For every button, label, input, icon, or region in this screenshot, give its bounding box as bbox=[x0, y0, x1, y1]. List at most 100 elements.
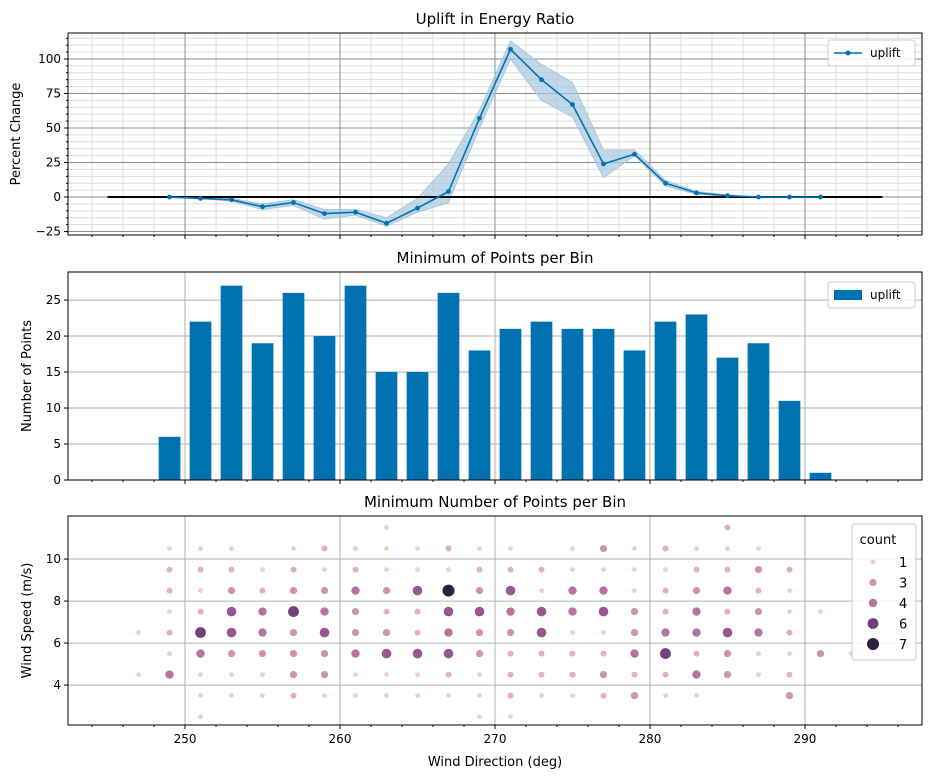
legend-marker bbox=[867, 618, 879, 629]
subplot-title: Minimum Number of Points per Bin bbox=[364, 493, 626, 511]
scatter-point bbox=[260, 567, 265, 572]
scatter-point bbox=[723, 586, 732, 595]
scatter-point bbox=[538, 671, 545, 678]
bar bbox=[344, 285, 367, 480]
y-axis-label: Percent Change bbox=[9, 83, 24, 186]
scatter-point bbox=[258, 607, 267, 616]
y-tick-label: 5 bbox=[53, 437, 61, 451]
scatter-point bbox=[536, 627, 547, 638]
legend-frame bbox=[827, 281, 916, 309]
scatter-point bbox=[507, 566, 514, 573]
scatter-point bbox=[320, 670, 329, 679]
scatter-point bbox=[353, 672, 358, 677]
scatter-point bbox=[477, 546, 482, 551]
bar bbox=[685, 314, 708, 480]
scatter-point bbox=[414, 629, 421, 636]
scatter-point bbox=[415, 672, 420, 677]
scatter-point bbox=[536, 606, 547, 617]
y-tick-label: 0 bbox=[53, 473, 61, 487]
scatter-point bbox=[692, 607, 701, 616]
scatter-point bbox=[446, 567, 451, 572]
scatter-point bbox=[754, 565, 763, 574]
uplift-point bbox=[415, 205, 420, 211]
scatter-point bbox=[445, 671, 452, 678]
scatter-point bbox=[662, 671, 669, 678]
bar bbox=[189, 321, 212, 480]
scatter-point bbox=[508, 546, 513, 551]
scatter-point bbox=[477, 672, 482, 677]
scatter-point bbox=[229, 693, 234, 698]
scatter-point bbox=[320, 649, 329, 658]
uplift-point bbox=[663, 180, 668, 186]
legend: uplift bbox=[827, 281, 916, 309]
scatter-point bbox=[631, 671, 638, 678]
scatter-point bbox=[539, 693, 544, 698]
scatter-point bbox=[229, 546, 234, 551]
scatter-point bbox=[476, 566, 483, 573]
uplift-point bbox=[725, 193, 730, 199]
scatter-point bbox=[351, 628, 360, 637]
scatter-point bbox=[351, 607, 360, 616]
scatter-point bbox=[725, 546, 730, 551]
subplot-2: 0 5 10 15 20 25 uplift Minimum of Points per Bi… bbox=[20, 249, 923, 487]
scatter-point bbox=[506, 628, 515, 637]
x-tick-label: 250 bbox=[174, 732, 197, 746]
confidence-band bbox=[169, 40, 821, 227]
scatter-point bbox=[692, 586, 701, 595]
x-tick-label: 290 bbox=[794, 732, 817, 746]
uplift-point bbox=[353, 209, 358, 215]
uplift-point bbox=[570, 102, 575, 107]
bar bbox=[282, 292, 305, 480]
scatter-point bbox=[569, 650, 576, 657]
bar bbox=[623, 350, 646, 480]
scatter-point bbox=[568, 586, 577, 595]
y-tick-label: 10 bbox=[46, 552, 61, 566]
bar bbox=[375, 372, 398, 480]
scatter-point bbox=[787, 651, 792, 656]
scatter-point bbox=[198, 546, 203, 551]
legend-label: 4 bbox=[899, 597, 907, 612]
uplift-point bbox=[198, 196, 203, 201]
scatter-point bbox=[260, 693, 265, 698]
scatter-point bbox=[291, 546, 296, 551]
uplift-point bbox=[632, 151, 637, 157]
scatter-point bbox=[755, 587, 762, 594]
y-tick-label: 0 bbox=[53, 190, 61, 204]
scatter-point bbox=[722, 627, 733, 638]
uplift-point bbox=[167, 194, 172, 200]
scatter-point bbox=[322, 693, 327, 698]
axes-frame bbox=[67, 271, 923, 481]
scatter-point bbox=[197, 608, 204, 615]
uplift-point bbox=[601, 161, 606, 167]
scatter-point bbox=[786, 566, 793, 573]
uplift-point bbox=[229, 197, 234, 203]
scatter-point bbox=[474, 606, 485, 617]
scatter-point bbox=[506, 607, 515, 616]
legend-title: count bbox=[860, 533, 897, 548]
x-tick-label: 260 bbox=[329, 732, 352, 746]
scatter-point bbox=[475, 649, 484, 658]
scatter-point bbox=[724, 524, 731, 531]
scatter-point bbox=[662, 545, 669, 552]
uplift-point bbox=[694, 190, 699, 196]
y-tick-label: 6 bbox=[53, 636, 61, 650]
bar bbox=[654, 321, 677, 480]
scatter-point bbox=[570, 546, 575, 551]
scatter-point bbox=[818, 609, 823, 614]
scatter-point bbox=[598, 606, 609, 617]
scatter-point bbox=[442, 584, 455, 597]
scatter-point bbox=[660, 648, 671, 659]
scatter-point bbox=[601, 567, 606, 572]
subplot-1: −25 0 25 50 75 100 uplift Uplift in Energy Rati… bbox=[9, 10, 923, 239]
subplot-3: 4 6 8 10 250 260 270 280 290 Wind Direction (deg)… bbox=[20, 493, 923, 770]
scatter-point bbox=[384, 693, 389, 698]
scatter-point bbox=[167, 546, 172, 551]
scatter-point bbox=[289, 649, 298, 658]
legend-label: uplift bbox=[870, 288, 901, 302]
scatter-point bbox=[570, 567, 575, 572]
scatter-point bbox=[195, 627, 206, 638]
scatter-point bbox=[198, 714, 203, 719]
y-tick-label: 100 bbox=[38, 52, 61, 66]
scatter-point bbox=[227, 649, 236, 658]
